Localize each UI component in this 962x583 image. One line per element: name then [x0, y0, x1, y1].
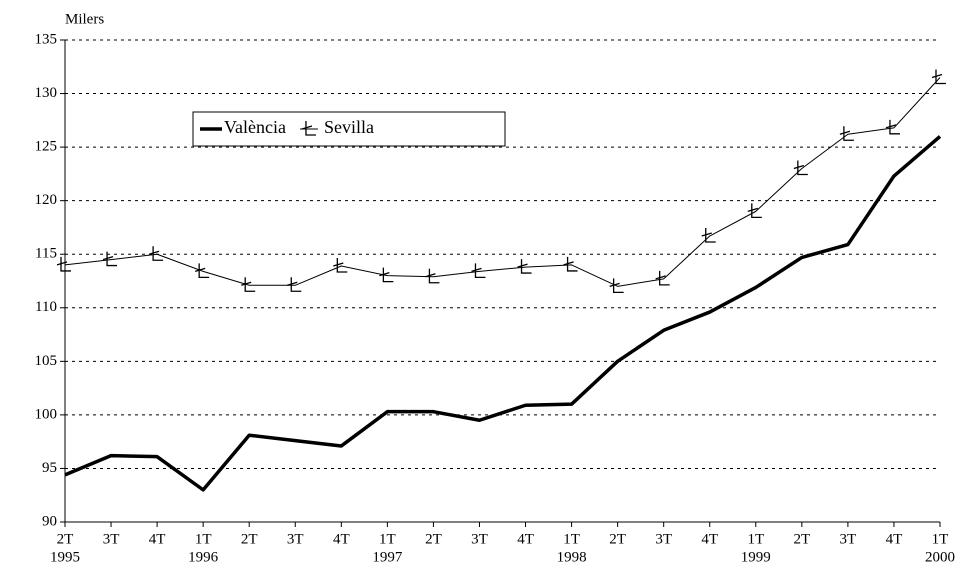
legend-label: Sevilla	[324, 117, 374, 137]
marker	[425, 268, 440, 284]
marker	[333, 258, 348, 273]
marker	[194, 263, 210, 279]
marker	[609, 278, 624, 294]
legend-box	[192, 111, 506, 147]
x-group-label: 1999	[741, 549, 771, 565]
marker	[931, 69, 946, 85]
y-axis-label: Milers	[65, 11, 104, 27]
x-tick-label: 3T	[471, 531, 488, 547]
marker	[148, 246, 164, 261]
x-tick-label: 3T	[655, 531, 672, 547]
x-group-label: 1996	[188, 549, 219, 565]
y-tick-label: 125	[35, 139, 58, 155]
x-group-label: 1998	[557, 549, 587, 565]
marker	[839, 126, 854, 141]
x-tick-label: 4T	[701, 531, 718, 547]
x-tick-label: 3T	[103, 531, 120, 547]
x-tick-label: 2T	[794, 531, 811, 547]
x-tick-label: 1T	[932, 531, 949, 547]
marker	[287, 277, 302, 292]
y-tick-label: 130	[35, 85, 58, 101]
marker	[102, 251, 118, 267]
x-tick-label: 3T	[287, 531, 304, 547]
legend-label: València	[224, 117, 286, 137]
marker	[56, 256, 71, 272]
marker	[471, 263, 486, 279]
x-tick-label: 4T	[333, 531, 350, 547]
y-tick-label: 115	[35, 246, 57, 262]
marker	[655, 270, 670, 286]
x-tick-label: 4T	[886, 531, 903, 547]
series-line	[64, 77, 941, 287]
x-tick-label: 2T	[425, 531, 442, 547]
x-tick-label: 2T	[609, 531, 626, 547]
x-tick-label: 1T	[379, 531, 396, 547]
y-tick-label: 100	[35, 406, 58, 422]
marker	[793, 160, 808, 176]
marker	[885, 119, 900, 135]
x-tick-label: 2T	[241, 531, 258, 547]
marker	[747, 203, 762, 219]
y-tick-label: 95	[42, 460, 57, 476]
x-group-label: 1995	[50, 549, 80, 565]
y-tick-label: 120	[35, 192, 58, 208]
x-tick-label: 3T	[840, 531, 857, 547]
x-tick-label: 1T	[195, 531, 212, 547]
marker	[241, 277, 256, 292]
y-tick-label: 105	[35, 353, 58, 369]
x-tick-label: 2T	[57, 531, 74, 547]
x-group-label: 1997	[372, 549, 403, 565]
marker	[301, 121, 316, 136]
x-tick-label: 4T	[517, 531, 534, 547]
marker	[563, 256, 578, 272]
marker	[379, 267, 394, 283]
y-tick-label: 90	[42, 513, 57, 529]
x-group-label: 2000	[925, 549, 955, 565]
x-tick-label: 4T	[149, 531, 166, 547]
series-line	[64, 135, 942, 492]
x-tick-label: 1T	[747, 531, 764, 547]
y-tick-label: 110	[35, 299, 57, 315]
x-tick-label: 1T	[563, 531, 580, 547]
y-tick-label: 135	[35, 31, 58, 47]
marker	[517, 259, 532, 274]
marker	[701, 228, 716, 243]
